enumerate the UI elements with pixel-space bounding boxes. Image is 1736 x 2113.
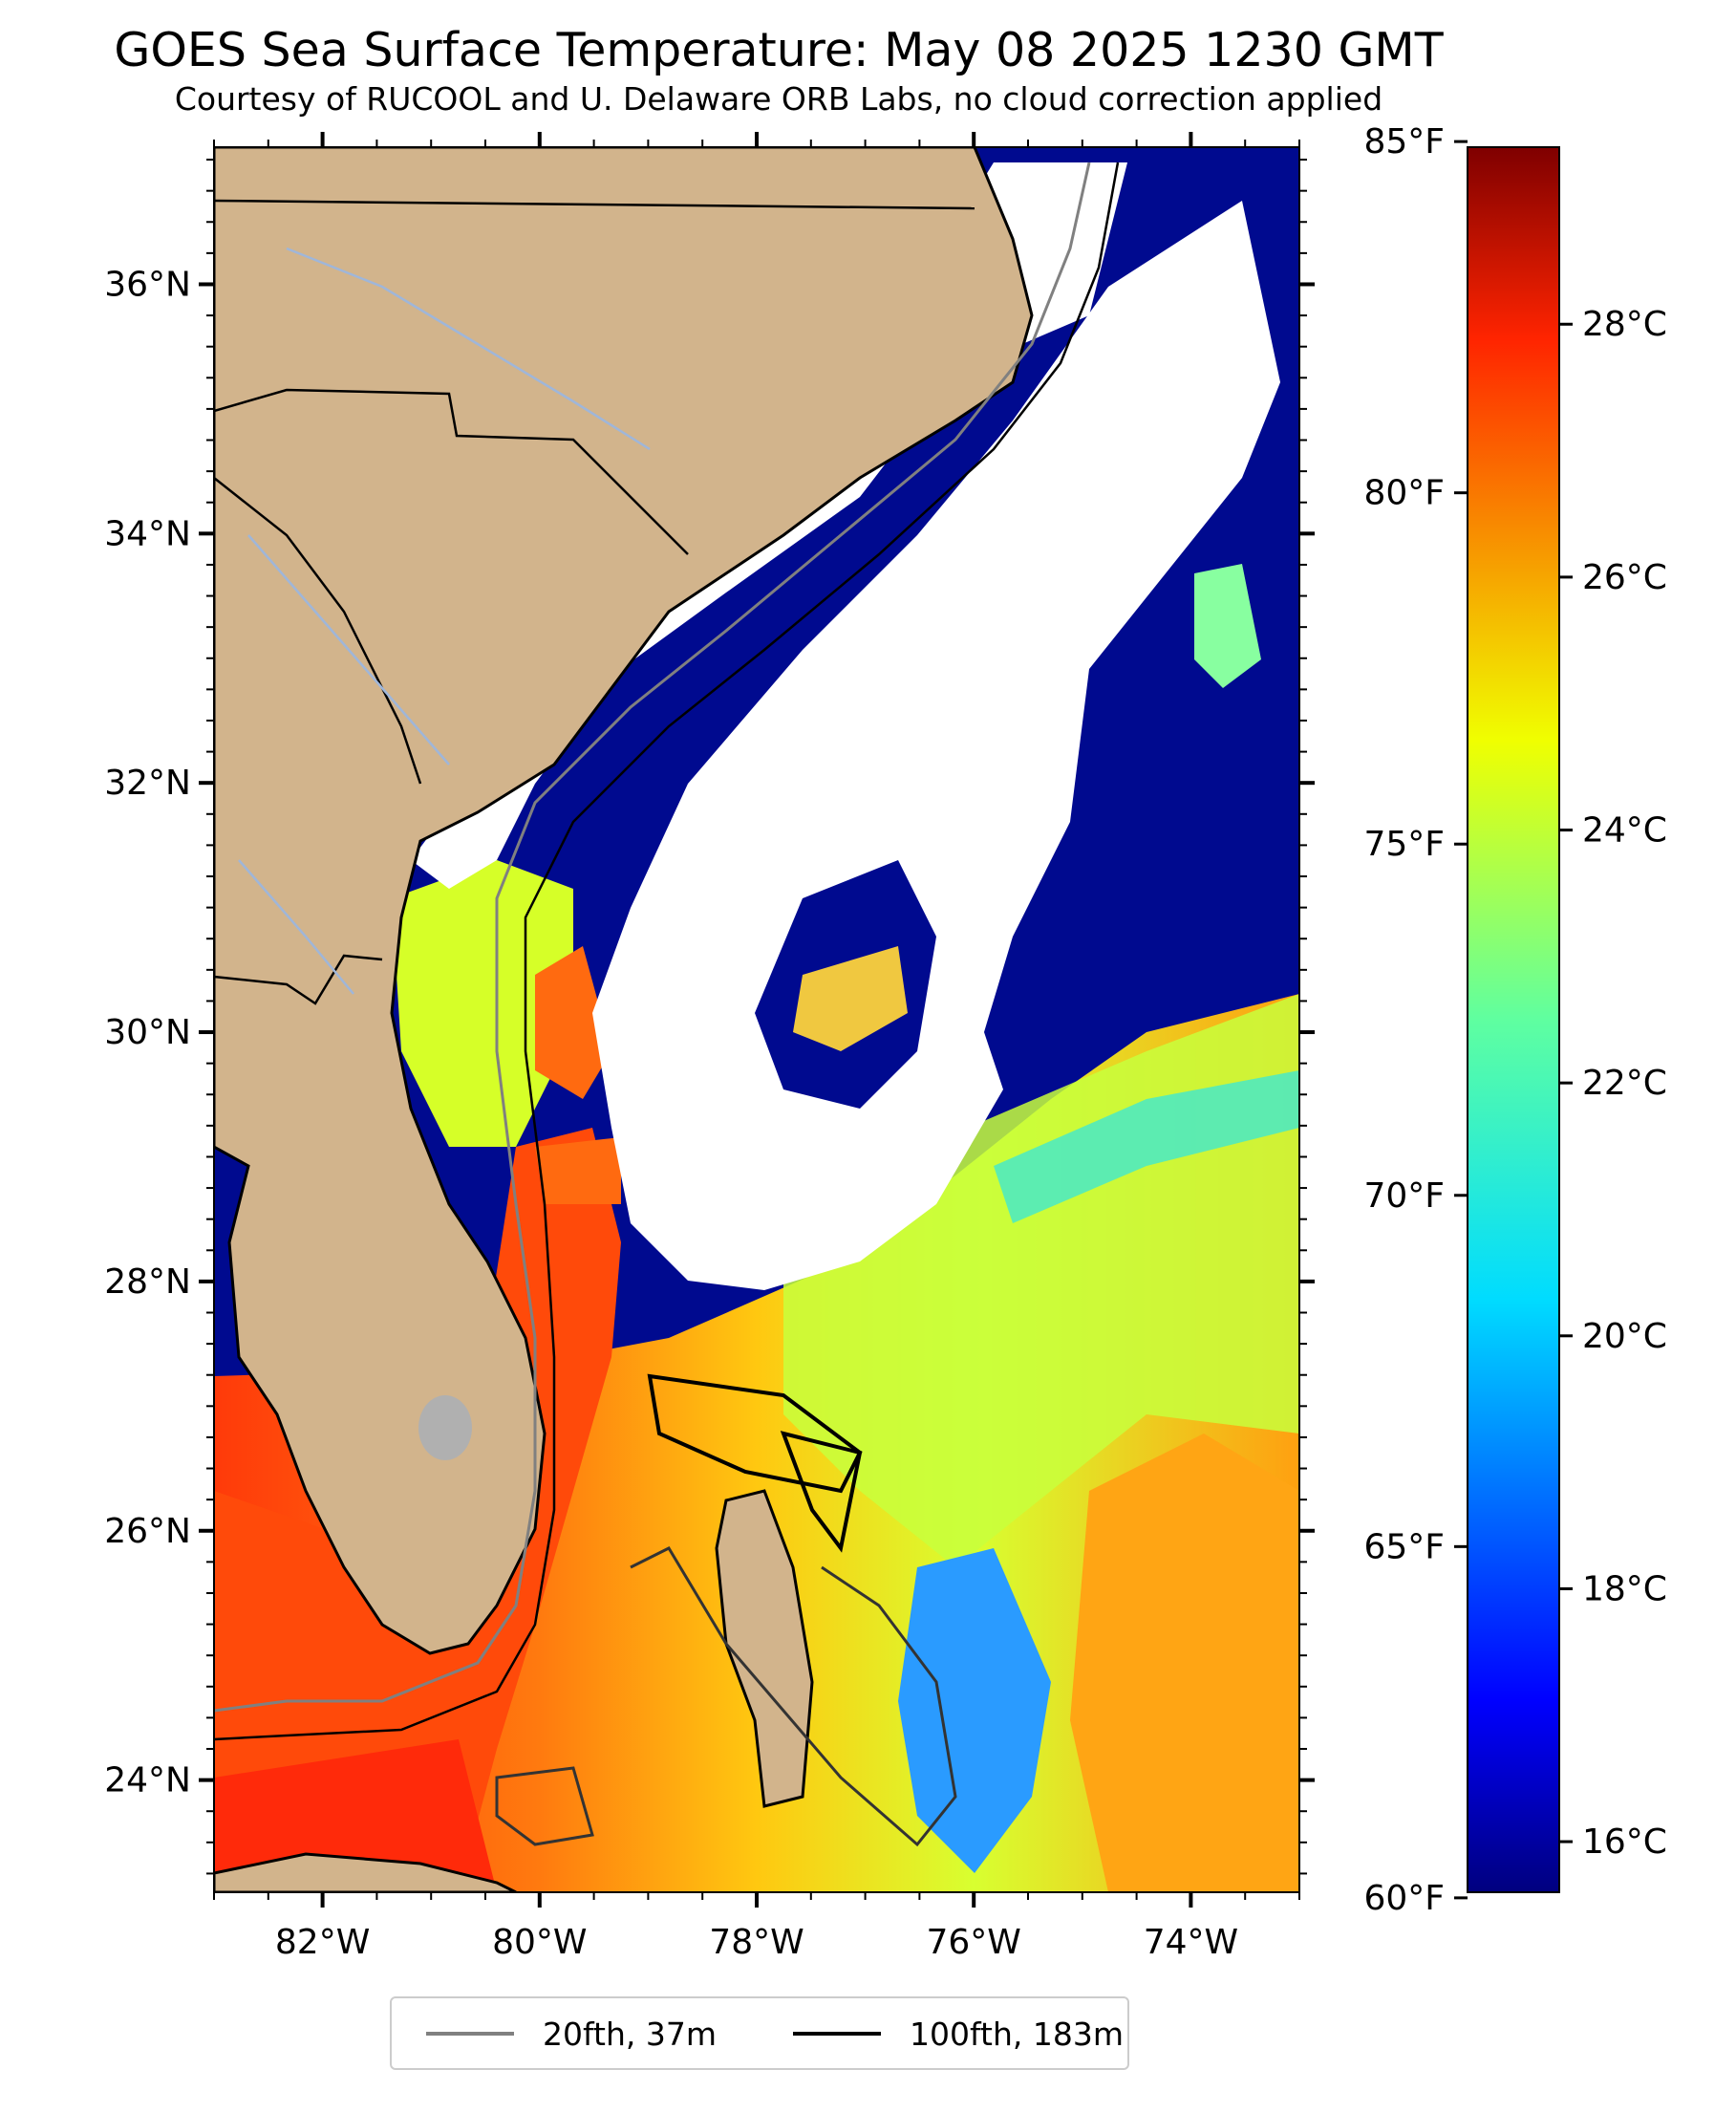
fahrenheit-ticks: 85°F 80°F 75°F 70°F 65°F 60°F	[1363, 122, 1468, 1918]
lat-tick-label: 26°N	[104, 1512, 191, 1551]
east-warm-patch	[1070, 1434, 1299, 1892]
ga-fl-border	[214, 954, 383, 1005]
legend-swatch-100fth	[793, 2032, 881, 2036]
lon-tick-label: 82°W	[275, 1923, 370, 1962]
colorbar	[1467, 146, 1560, 1893]
lat-tick-label: 32°N	[104, 764, 191, 803]
lat-tick-label: 36°N	[104, 265, 191, 304]
lat-tick-label: 24°N	[104, 1761, 191, 1800]
latitude-ticks: 36°N 34°N 32°N 30°N 28°N 26°N 24°N	[104, 159, 1315, 1875]
bahamas-bank-isobath	[630, 1546, 957, 1847]
legend-swatch-20fth	[426, 2032, 514, 2036]
lake-okeechobee	[418, 1395, 472, 1460]
legend-item-100fth: 100fth, 183m	[793, 2015, 1124, 2053]
celsius-tick-label: 16°C	[1582, 1822, 1667, 1862]
cay-sal-bank-isobath	[495, 1766, 594, 1846]
florida-straits-warm	[214, 1739, 497, 1892]
lon-tick-label: 74°W	[1144, 1923, 1238, 1962]
map-area	[214, 147, 1299, 1892]
lon-tick-label: 80°W	[492, 1923, 587, 1962]
lon-tick-label: 78°W	[709, 1923, 804, 1962]
us-southeast-landmass	[214, 147, 1034, 1655]
offshore-warm-patch-3	[535, 1137, 621, 1204]
andros-island	[715, 1489, 814, 1808]
legend-label-20fth: 20fth, 37m	[543, 2015, 717, 2053]
river-ga	[238, 859, 354, 995]
fahrenheit-tick-label: 85°F	[1363, 122, 1445, 162]
offshore-warm-patch-2	[535, 946, 611, 1099]
river-sc	[247, 534, 450, 765]
nc-sc-border	[214, 388, 689, 555]
isobath-legend: 20fth, 37m 100fth, 183m	[390, 1996, 1129, 2070]
va-nc-border	[214, 199, 975, 210]
grand-bahama-outline	[647, 1373, 863, 1494]
fahrenheit-tick-label: 65°F	[1363, 1527, 1445, 1566]
celsius-tick-label: 20°C	[1582, 1317, 1667, 1356]
river-nc	[286, 247, 651, 451]
abaco-outline	[780, 1431, 863, 1553]
fahrenheit-tick-label: 75°F	[1363, 825, 1445, 864]
transition-band	[994, 1070, 1299, 1223]
cool-patch-south	[898, 1548, 1051, 1873]
cuba-landmass	[214, 1852, 517, 1892]
isobath-100fth-line	[214, 162, 1120, 1741]
fahrenheit-tick-label: 60°F	[1363, 1879, 1445, 1918]
offshore-green-patch	[1194, 564, 1261, 688]
fahrenheit-tick-label: 80°F	[1363, 474, 1445, 513]
legend-label-100fth: 100fth, 183m	[910, 2015, 1124, 2053]
celsius-tick-label: 22°C	[1582, 1064, 1667, 1103]
warm-spot-in-pocket	[793, 946, 908, 1051]
lon-tick-label: 76°W	[926, 1923, 1020, 1962]
celsius-tick-label: 26°C	[1582, 558, 1667, 597]
map-subtitle: Courtesy of RUCOOL and U. Delaware ORB L…	[174, 80, 1383, 118]
lat-tick-label: 28°N	[104, 1262, 191, 1302]
celsius-tick-label: 18°C	[1582, 1569, 1667, 1608]
legend-item-20fth: 20fth, 37m	[426, 2015, 717, 2053]
lat-tick-label: 30°N	[104, 1013, 191, 1052]
celsius-tick-label: 24°C	[1582, 811, 1667, 851]
longitude-ticks: 82°W 80°W 78°W 76°W 74°W	[213, 132, 1300, 1962]
fahrenheit-tick-label: 70°F	[1363, 1176, 1445, 1216]
sc-ga-border	[214, 477, 422, 785]
lat-tick-label: 34°N	[104, 514, 191, 553]
celsius-tick-label: 28°C	[1582, 305, 1667, 344]
isobath-20fth-line	[214, 162, 1091, 1713]
celsius-ticks: 28°C 26°C 24°C 22°C 20°C 18°C 16°C	[1559, 305, 1667, 1862]
map-title: GOES Sea Surface Temperature: May 08 202…	[114, 23, 1444, 77]
